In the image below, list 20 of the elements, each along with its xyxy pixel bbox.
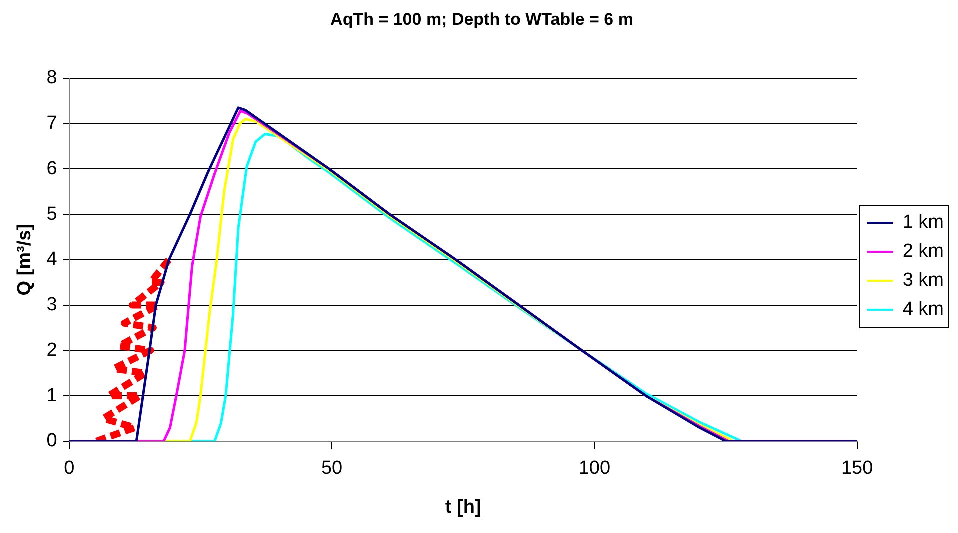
x-tick-label: 50 — [321, 458, 343, 480]
y-tick-label: 8 — [46, 68, 58, 89]
y-axis-title: Q [m³/s] — [14, 224, 36, 296]
y-tick-label: 5 — [46, 204, 58, 225]
x-tick-label: 100 — [578, 458, 611, 480]
y-tick-label: 3 — [46, 294, 58, 316]
y-tick-label: 0 — [46, 430, 58, 452]
legend-label: 4 km — [902, 299, 944, 320]
chart-title: AqTh = 100 m; Depth to WTable = 6 m — [330, 10, 634, 29]
y-tick-label: 1 — [46, 385, 58, 406]
legend-label: 3 km — [902, 270, 944, 292]
legend-label: 1 km — [902, 212, 944, 234]
y-tick-label: 4 — [46, 249, 58, 270]
legend-label: 2 km — [902, 241, 944, 262]
x-axis-title: t [h] — [445, 496, 482, 518]
y-tick-label: 6 — [46, 158, 58, 180]
y-tick-label: 7 — [46, 113, 58, 134]
y-tick-label: 2 — [46, 340, 58, 361]
x-tick-label: 150 — [841, 458, 874, 480]
x-tick-label: 0 — [64, 458, 75, 480]
